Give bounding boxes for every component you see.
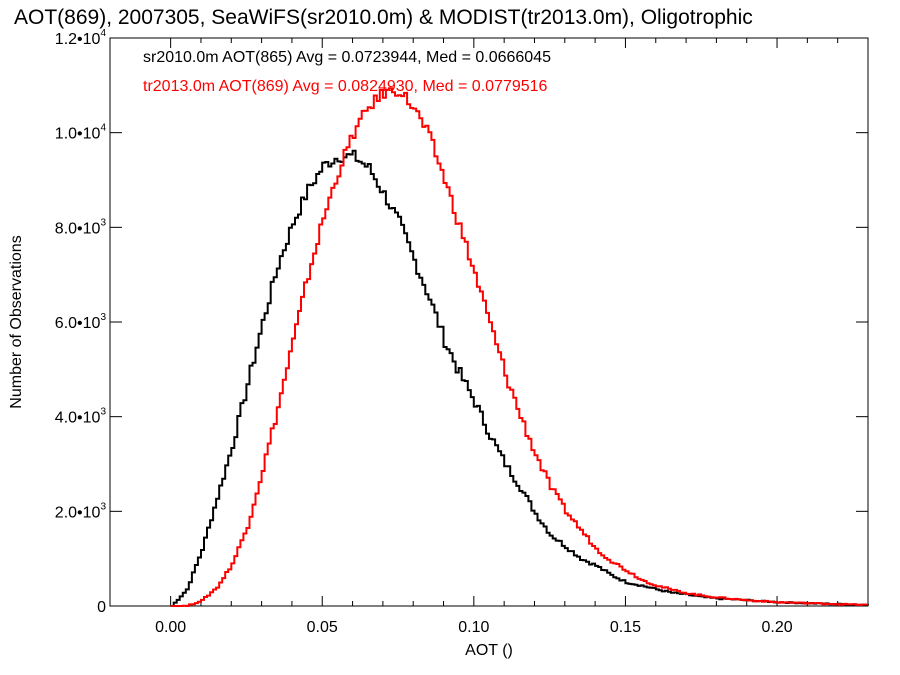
x-axis-label: AOT () [465,642,513,659]
y-tick-mantissa-5: 1.0•10 [55,126,101,143]
legend: sr2010.0m AOT(865) Avg = 0.0723944, Med … [143,49,551,95]
series-layer [170,87,869,607]
y-tick-mantissa-2: 4.0•10 [55,410,101,427]
y-tick-exponent-3: 3 [100,312,106,323]
series-line-0 [170,149,869,607]
y-tick-label-4: 8.0•103 [55,217,107,237]
y-tick-exponent-4: 3 [100,217,106,228]
x-tick-label-1: 0.05 [307,619,338,636]
series-line-1 [170,87,868,607]
y-tick-exponent-5: 4 [100,123,106,134]
y-tick-mantissa-3: 6.0•10 [55,315,101,332]
y-tick-label-5: 1.0•104 [55,123,107,143]
y-tick-mantissa-6: 1.2•10 [55,31,101,48]
y-tick-label-1: 2.0•103 [55,501,107,521]
y-tick-label-2: 4.0•103 [55,407,107,427]
y-tick-mantissa-0: 0 [97,599,106,616]
axis-ticks: 0.00 0.05 0.10 0.15 0.2002.0•1034.0•1036.0•1… [55,28,869,636]
y-tick-exponent-6: 4 [100,28,106,39]
legend-entry-tr2013: tr2013.0m AOT(869) Avg = 0.0824930, Med … [143,78,548,95]
y-tick-label-0: 0 [97,599,106,616]
x-tick-label-3: 0.15 [610,619,641,636]
y-axis-label: Number of Observations [8,235,25,408]
y-tick-mantissa-1: 2.0•10 [55,504,101,521]
y-tick-label-3: 6.0•103 [55,312,107,332]
y-tick-label-6: 1.2•104 [55,28,107,48]
x-tick-label-0: 0.00 [155,619,186,636]
y-tick-exponent-1: 3 [100,501,106,512]
chart-title: AOT(869), 2007305, SeaWiFS(sr2010.0m) & … [14,6,753,29]
y-tick-mantissa-4: 8.0•10 [55,220,101,237]
legend-entry-sr2010: sr2010.0m AOT(865) Avg = 0.0723944, Med … [143,49,551,66]
x-tick-label-2: 0.10 [458,619,489,636]
x-tick-label-4: 0.20 [761,619,792,636]
y-tick-exponent-2: 3 [100,407,106,418]
